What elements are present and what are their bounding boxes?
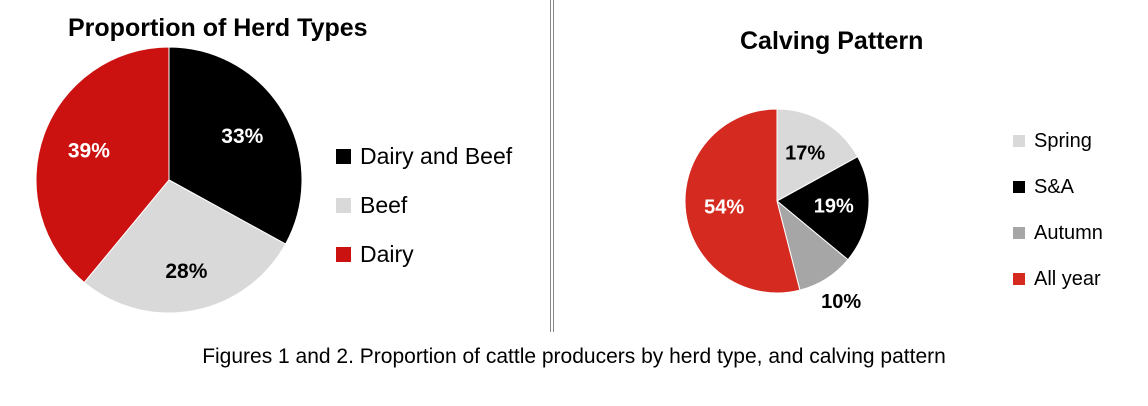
legend-label: All year — [1034, 267, 1101, 290]
legend-label: Beef — [360, 192, 408, 218]
legend-label: Autumn — [1034, 221, 1103, 244]
pie-slice-sanda — [776, 156, 870, 261]
legend-item-all-year: All year — [1013, 256, 1103, 302]
legend-item-dairy: Dairy — [336, 230, 512, 279]
legend-item-s-and-a: S&A — [1013, 164, 1103, 210]
legend-item-dairy-and-beef: Dairy and Beef — [336, 132, 512, 181]
legend-label: Dairy — [360, 241, 414, 267]
legend-item-spring: Spring — [1013, 118, 1103, 164]
legend-swatch — [336, 149, 351, 164]
legend-swatch — [1013, 273, 1025, 285]
data-label-dairy-and-beef: 33% — [221, 125, 263, 148]
legend-item-autumn: Autumn — [1013, 210, 1103, 256]
legend-label: Dairy and Beef — [360, 143, 513, 169]
pie-slice-spring — [776, 108, 859, 202]
data-label-sanda: 19% — [814, 195, 854, 217]
herd-types-legend: Dairy and Beef Beef Dairy — [336, 132, 512, 279]
calving-pattern-legend: Spring S&A Autumn All year — [1013, 118, 1103, 302]
data-label-dairy: 39% — [68, 140, 110, 163]
legend-item-beef: Beef — [336, 181, 512, 230]
legend-swatch — [336, 198, 351, 213]
data-label-spring: 17% — [785, 143, 825, 165]
legend-label: Spring — [1034, 129, 1092, 152]
data-label-autumn: 10% — [821, 291, 861, 313]
herd-types-pie: 33% 28% 39% — [35, 46, 303, 314]
legend-swatch — [1013, 181, 1025, 193]
legend-swatch — [1013, 135, 1025, 147]
data-label-all-year: 54% — [704, 197, 744, 219]
herd-types-chart-panel: Proportion of Herd Types 33% 28% 39% Dairy… — [0, 0, 548, 340]
pie-slice-all-year — [684, 108, 801, 294]
figure-caption: Figures 1 and 2. Proportion of cattle pr… — [202, 345, 946, 368]
calving-pattern-chart-panel: Calving Pattern 17% 19% 10% 54% Spring S&A … — [558, 0, 1148, 340]
pie-slice-dairy — [35, 46, 170, 284]
herd-types-title: Proportion of Herd Types — [68, 14, 368, 42]
legend-swatch — [336, 247, 351, 262]
calving-pattern-pie: 17% 19% 10% 54% — [684, 108, 870, 313]
legend-swatch — [1013, 227, 1025, 239]
pie-slice-beef — [83, 179, 287, 314]
pie-slice-dairy-and-beef — [168, 46, 303, 245]
calving-pattern-title: Calving Pattern — [740, 27, 924, 55]
legend-label: S&A — [1034, 175, 1075, 198]
data-label-beef: 28% — [165, 260, 207, 283]
chart-divider — [550, 0, 554, 332]
